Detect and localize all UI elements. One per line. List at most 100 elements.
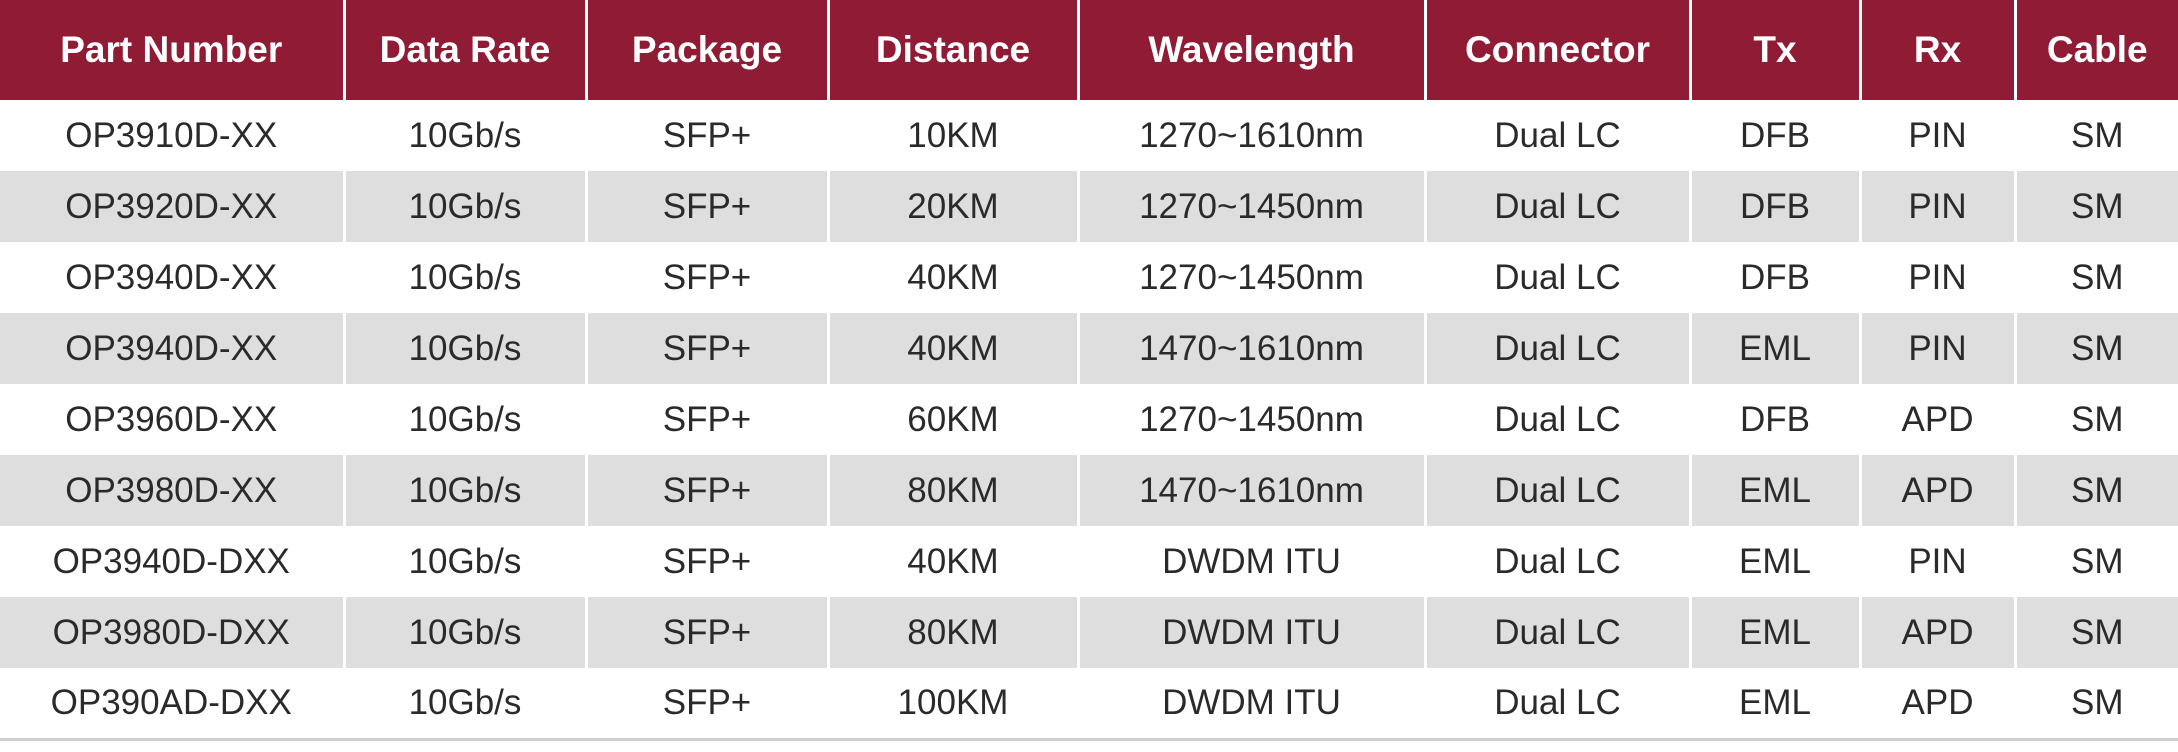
table-cell: APD: [1860, 384, 2017, 455]
table-cell: SFP+: [586, 455, 830, 526]
table-cell: SFP+: [586, 100, 830, 171]
table-cell: APD: [1860, 597, 2017, 668]
table-cell: SM: [2071, 399, 2124, 439]
table-cell: SM: [2015, 313, 2178, 384]
table-cell: OP3920D-XX: [0, 171, 346, 242]
table-cell: OP3940D-XX: [0, 313, 346, 384]
table-row: OP3920D-XX 10Gb/s SFP+ 20KM 1270~1450nm Dual …: [0, 171, 2178, 242]
table-cell: 60KM: [828, 384, 1080, 455]
table-cell: SM: [2015, 597, 2178, 668]
header-cell: Wavelength: [1078, 0, 1427, 100]
table-row: OP3940D-XX 10Gb/s SFP+ 40KM 1270~1450nm Dual …: [0, 242, 2178, 313]
table-cell: PIN: [1860, 242, 2017, 313]
table-cell: SFP+: [586, 526, 830, 597]
table-cell: SM: [2071, 115, 2124, 155]
table-cell: PIN: [1860, 171, 2017, 242]
table-cell: 10Gb/s: [344, 668, 588, 741]
table-cell: Dual LC: [1425, 313, 1692, 384]
header-cell: Package: [586, 0, 830, 100]
table-cell: SFP+: [586, 171, 830, 242]
table-row: OP3910D-XX 10Gb/s SFP+ 10KM 1270~1610nm Dual …: [0, 100, 2178, 171]
table-cell: Dual LC: [1425, 100, 1692, 171]
table-cell: OP3910D-XX: [0, 100, 346, 171]
table-cell: OP3980D-XX: [0, 455, 346, 526]
table-body: OP3910D-XX 10Gb/s SFP+ 10KM 1270~1610nm Dual …: [0, 100, 2178, 741]
header-cell: Rx: [1860, 0, 2017, 100]
table-cell: SFP+: [586, 597, 830, 668]
table-cell: SM: [2015, 668, 2178, 741]
header-cell: Data Rate: [344, 0, 588, 100]
table-cell: SM: [2071, 541, 2124, 581]
table-cell: OP390AD-DXX: [0, 668, 346, 741]
table-cell: Dual LC: [1425, 171, 1692, 242]
table-cell: DWDM ITU: [1078, 668, 1427, 741]
table-cell: SFP+: [586, 668, 830, 741]
table-cell: 10Gb/s: [344, 384, 588, 455]
table-cell: 1270~1450nm: [1078, 384, 1427, 455]
table-cell: APD: [1860, 668, 2017, 741]
table-cell: EML: [1690, 455, 1862, 526]
table-cell: OP3980D-DXX: [0, 597, 346, 668]
table-cell: SM: [2015, 455, 2178, 526]
table-cell: EML: [1690, 313, 1862, 384]
table-cell: PIN: [1860, 100, 2017, 171]
table-cell: DFB: [1690, 100, 1862, 171]
table-cell: 10KM: [828, 100, 1080, 171]
table-cell: 1270~1610nm: [1078, 100, 1427, 171]
header-cell: Distance: [828, 0, 1080, 100]
table-cell: SM: [2071, 257, 2124, 297]
header-cell: Cable: [2015, 0, 2178, 100]
table-cell: 1270~1450nm: [1078, 242, 1427, 313]
table-cell: EML: [1690, 668, 1862, 741]
table-cell: DWDM ITU: [1078, 597, 1427, 668]
table-cell: 100KM: [828, 668, 1080, 741]
table-cell: 40KM: [828, 526, 1080, 597]
table-cell: 1270~1450nm: [1078, 171, 1427, 242]
table-cell: 80KM: [828, 597, 1080, 668]
table-cell: EML: [1690, 597, 1862, 668]
table-cell: DFB: [1690, 242, 1862, 313]
table-cell: 10Gb/s: [344, 171, 588, 242]
table-cell: DFB: [1690, 384, 1862, 455]
table-cell: PIN: [1860, 313, 2017, 384]
table-cell: Dual LC: [1425, 597, 1692, 668]
table-cell: 10Gb/s: [344, 313, 588, 384]
table-cell: 10Gb/s: [344, 526, 588, 597]
table-cell: Dual LC: [1425, 455, 1692, 526]
table-cell: Dual LC: [1425, 384, 1692, 455]
header-row: Part Number Data Rate Package Distance Wavel…: [0, 0, 2178, 100]
table-cell: SFP+: [586, 313, 830, 384]
table-cell: DFB: [1690, 171, 1862, 242]
table-cell: SFP+: [586, 242, 830, 313]
header-cell: Part Number: [0, 0, 346, 100]
table-cell: 1470~1610nm: [1078, 455, 1427, 526]
table-row: OP3940D-XX 10Gb/s SFP+ 40KM 1470~1610nm Dual …: [0, 313, 2178, 384]
table-cell: 10Gb/s: [344, 242, 588, 313]
table-cell: 20KM: [828, 171, 1080, 242]
table-row: OP3960D-XX 10Gb/s SFP+ 60KM 1270~1450nm Dual …: [0, 384, 2178, 455]
table-cell: EML: [1690, 526, 1862, 597]
table-cell: Dual LC: [1425, 526, 1692, 597]
table-cell: SFP+: [586, 384, 830, 455]
table-row: OP3940D-DXX 10Gb/s SFP+ 40KM DWDM ITU Dual LC…: [0, 526, 2178, 597]
table-row: OP3980D-DXX 10Gb/s SFP+ 80KM DWDM ITU Dual LC…: [0, 597, 2178, 668]
header-cell: Connector: [1425, 0, 1692, 100]
table-cell: APD: [1860, 455, 2017, 526]
table-cell: SM: [2015, 171, 2178, 242]
table-cell: OP3960D-XX: [0, 384, 346, 455]
table-cell: Dual LC: [1425, 242, 1692, 313]
table-cell: 40KM: [828, 242, 1080, 313]
table-cell: 1470~1610nm: [1078, 313, 1427, 384]
table-cell: OP3940D-DXX: [0, 526, 346, 597]
table-cell: Dual LC: [1425, 668, 1692, 741]
header-cell: Tx: [1690, 0, 1862, 100]
table-cell: 80KM: [828, 455, 1080, 526]
table-cell: 10Gb/s: [344, 597, 588, 668]
table-cell: DWDM ITU: [1078, 526, 1427, 597]
table-cell: 10Gb/s: [344, 100, 588, 171]
table-cell: 40KM: [828, 313, 1080, 384]
table-cell: PIN: [1860, 526, 2017, 597]
table-cell: 10Gb/s: [344, 455, 588, 526]
